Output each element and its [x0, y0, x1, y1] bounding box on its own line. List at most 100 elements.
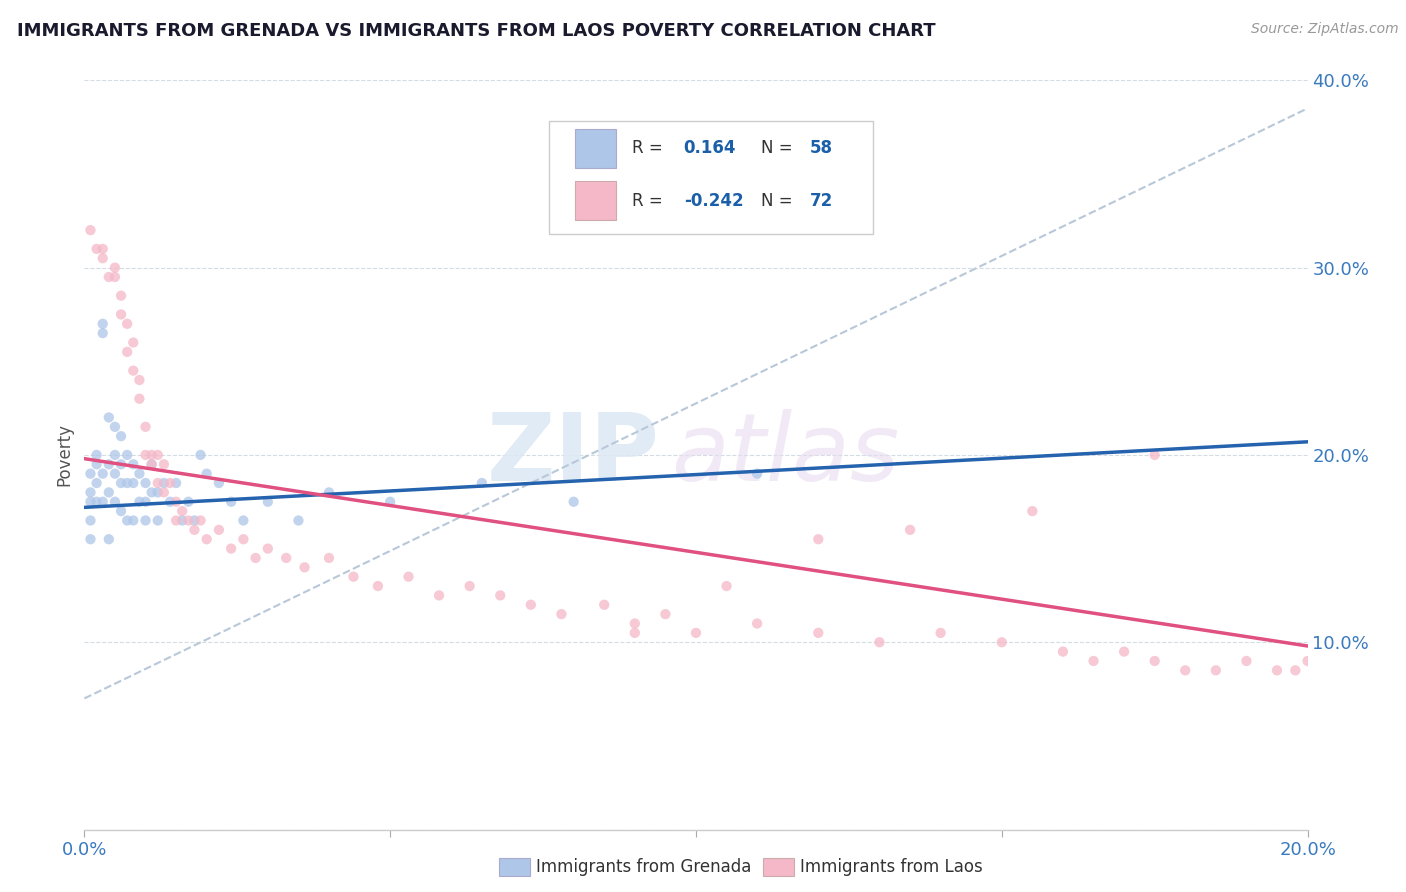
Point — [141, 457, 163, 471]
Point — [232, 532, 254, 546]
Point — [110, 289, 132, 303]
Point — [172, 504, 194, 518]
Point — [1296, 654, 1319, 668]
Point — [991, 635, 1014, 649]
Point — [104, 260, 127, 275]
Point — [159, 494, 181, 508]
Point — [195, 467, 218, 481]
Point — [146, 514, 169, 528]
Point — [747, 467, 769, 481]
Point — [177, 514, 200, 528]
Point — [257, 541, 280, 556]
Point — [245, 551, 267, 566]
Point — [91, 326, 114, 340]
Point — [122, 514, 145, 528]
Point — [79, 532, 101, 546]
Point — [91, 467, 114, 481]
Point — [1143, 654, 1166, 668]
Text: R =: R = — [633, 192, 668, 210]
Point — [115, 344, 138, 359]
Point — [458, 579, 481, 593]
Point — [380, 494, 402, 508]
Point — [287, 514, 309, 528]
Text: IMMIGRANTS FROM GRENADA VS IMMIGRANTS FROM LAOS POVERTY CORRELATION CHART: IMMIGRANTS FROM GRENADA VS IMMIGRANTS FR… — [17, 22, 935, 40]
Point — [276, 551, 298, 566]
Point — [110, 504, 132, 518]
Text: 72: 72 — [810, 192, 832, 210]
Point — [104, 467, 127, 481]
Point — [153, 485, 176, 500]
Point — [489, 589, 512, 603]
Point — [183, 514, 205, 528]
Point — [165, 476, 187, 491]
Point — [550, 607, 572, 621]
Point — [165, 494, 187, 508]
Point — [869, 635, 891, 649]
Point — [1284, 664, 1306, 678]
Point — [91, 242, 114, 256]
Point — [86, 448, 108, 462]
Point — [654, 607, 676, 621]
Point — [141, 448, 163, 462]
Point — [716, 579, 738, 593]
Point — [135, 448, 157, 462]
Point — [97, 457, 120, 471]
Point — [115, 317, 138, 331]
Point — [135, 476, 157, 491]
Point — [1083, 654, 1105, 668]
Point — [86, 457, 108, 471]
Point — [1143, 448, 1166, 462]
Point — [190, 448, 212, 462]
Point — [115, 448, 138, 462]
Point — [141, 457, 163, 471]
Point — [294, 560, 316, 574]
Point — [318, 485, 340, 500]
Point — [153, 457, 176, 471]
Point — [104, 494, 127, 508]
Text: Immigrants from Laos: Immigrants from Laos — [800, 858, 983, 876]
Point — [183, 523, 205, 537]
Point — [624, 626, 647, 640]
Point — [177, 494, 200, 508]
Point — [128, 494, 150, 508]
Point — [104, 420, 127, 434]
Point — [110, 476, 132, 491]
Point — [115, 476, 138, 491]
Text: Immigrants from Grenada: Immigrants from Grenada — [536, 858, 751, 876]
Text: N =: N = — [761, 139, 797, 158]
Point — [141, 485, 163, 500]
Point — [208, 476, 231, 491]
Point — [122, 335, 145, 350]
Point — [91, 494, 114, 508]
Point — [219, 541, 242, 556]
Point — [342, 570, 364, 584]
Point — [128, 392, 150, 406]
Point — [257, 494, 280, 508]
Point — [219, 494, 242, 508]
Point — [195, 532, 218, 546]
Point — [1021, 504, 1043, 518]
Point — [79, 485, 101, 500]
Point — [146, 448, 169, 462]
Point — [128, 373, 150, 387]
Point — [79, 514, 101, 528]
Point — [367, 579, 389, 593]
Point — [318, 551, 340, 566]
Point — [593, 598, 616, 612]
Point — [104, 269, 127, 284]
Point — [1265, 664, 1288, 678]
Point — [159, 476, 181, 491]
Point — [172, 514, 194, 528]
Point — [97, 269, 120, 284]
Point — [97, 532, 120, 546]
Point — [104, 448, 127, 462]
Point — [135, 494, 157, 508]
FancyBboxPatch shape — [575, 181, 616, 220]
Point — [79, 467, 101, 481]
Point — [122, 457, 145, 471]
Text: R =: R = — [633, 139, 668, 158]
Point — [135, 420, 157, 434]
Point — [624, 616, 647, 631]
Point — [1174, 664, 1197, 678]
Point — [1114, 644, 1136, 658]
